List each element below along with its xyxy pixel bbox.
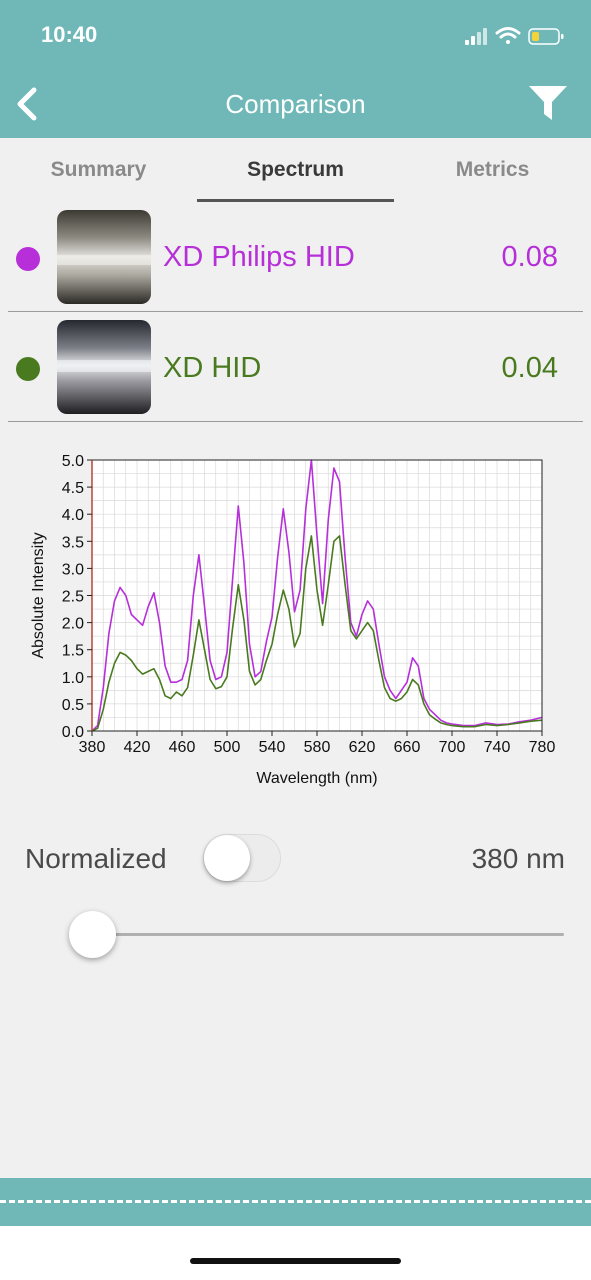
y-tick-label: 1.5	[62, 643, 84, 660]
series-color-dot	[16, 357, 40, 381]
x-tick-label: 620	[349, 739, 376, 756]
x-tick-label: 740	[484, 739, 511, 756]
status-icons	[465, 27, 564, 45]
divider	[8, 421, 583, 422]
top-bar: 10:40 Comparison	[0, 0, 591, 138]
normalized-label: Normalized	[25, 843, 167, 874]
y-tick-label: 3.5	[62, 534, 84, 551]
normalized-toggle[interactable]	[203, 834, 281, 882]
headlight-thumbnail	[57, 210, 151, 304]
x-tick-label: 540	[259, 739, 286, 756]
x-tick-label: 580	[304, 739, 331, 756]
toggle-knob	[204, 835, 250, 881]
wifi-icon	[495, 27, 521, 44]
y-tick-label: 2.0	[62, 616, 84, 633]
x-tick-label: 460	[169, 739, 196, 756]
dashed-divider	[0, 1200, 591, 1203]
tab-spectrum[interactable]: Spectrum	[247, 158, 344, 181]
y-tick-label: 1.0	[62, 670, 84, 687]
item-value: 0.08	[501, 241, 558, 273]
x-tick-label: 420	[124, 739, 151, 756]
wavelength-slider-thumb[interactable]	[69, 911, 116, 958]
series-color-dot	[16, 247, 40, 271]
tab-bar: Summary Spectrum Metrics	[0, 138, 591, 204]
x-tick-label: 380	[79, 739, 106, 756]
bottom-area	[0, 1226, 591, 1280]
divider	[8, 311, 583, 312]
headlight-thumbnail	[57, 320, 151, 414]
status-time: 10:40	[41, 22, 98, 47]
y-axis-label: Absolute Intensity	[30, 532, 47, 658]
home-indicator	[190, 1258, 401, 1264]
bottom-band	[0, 1178, 591, 1226]
tab-summary[interactable]: Summary	[50, 158, 147, 181]
y-tick-label: 2.5	[62, 589, 84, 606]
spectrum-chart: 380 420 460 500 540 580 620 660 700 740 780 0.0 0.5 1…	[30, 453, 556, 787]
nav-title: Comparison	[225, 89, 366, 119]
wavelength-value: 380 nm	[471, 843, 565, 874]
x-tick-label: 660	[394, 739, 421, 756]
wavelength-slider-track[interactable]	[92, 933, 564, 936]
filter-icon	[529, 86, 567, 120]
x-axis-label: Wavelength (nm)	[256, 770, 377, 787]
y-tick-label: 0.5	[62, 697, 84, 714]
x-tick-label: 780	[529, 739, 556, 756]
series-line-1	[91, 459, 543, 732]
y-tick-label: 3.0	[62, 561, 84, 578]
active-tab-indicator	[197, 199, 394, 202]
y-tick-label: 4.0	[62, 507, 84, 524]
y-tick-label: 4.5	[62, 480, 84, 497]
x-tick-label: 500	[214, 739, 241, 756]
list-item[interactable]: XD HID 0.04	[0, 313, 591, 423]
x-tick-label: 700	[439, 739, 466, 756]
battery-icon	[528, 28, 564, 45]
item-name: XD HID	[163, 352, 262, 384]
tab-metrics[interactable]: Metrics	[455, 158, 530, 181]
back-button[interactable]	[8, 80, 48, 128]
filter-button[interactable]	[527, 82, 569, 124]
list-item[interactable]: XD Philips HID 0.08	[0, 204, 591, 314]
signal-icon	[465, 28, 487, 45]
chevron-left-icon	[17, 87, 37, 121]
y-tick-label: 0.0	[62, 724, 84, 741]
item-value: 0.04	[501, 352, 558, 384]
y-tick-label: 5.0	[62, 453, 84, 470]
series-line-2	[91, 535, 543, 732]
item-name: XD Philips HID	[163, 241, 355, 273]
